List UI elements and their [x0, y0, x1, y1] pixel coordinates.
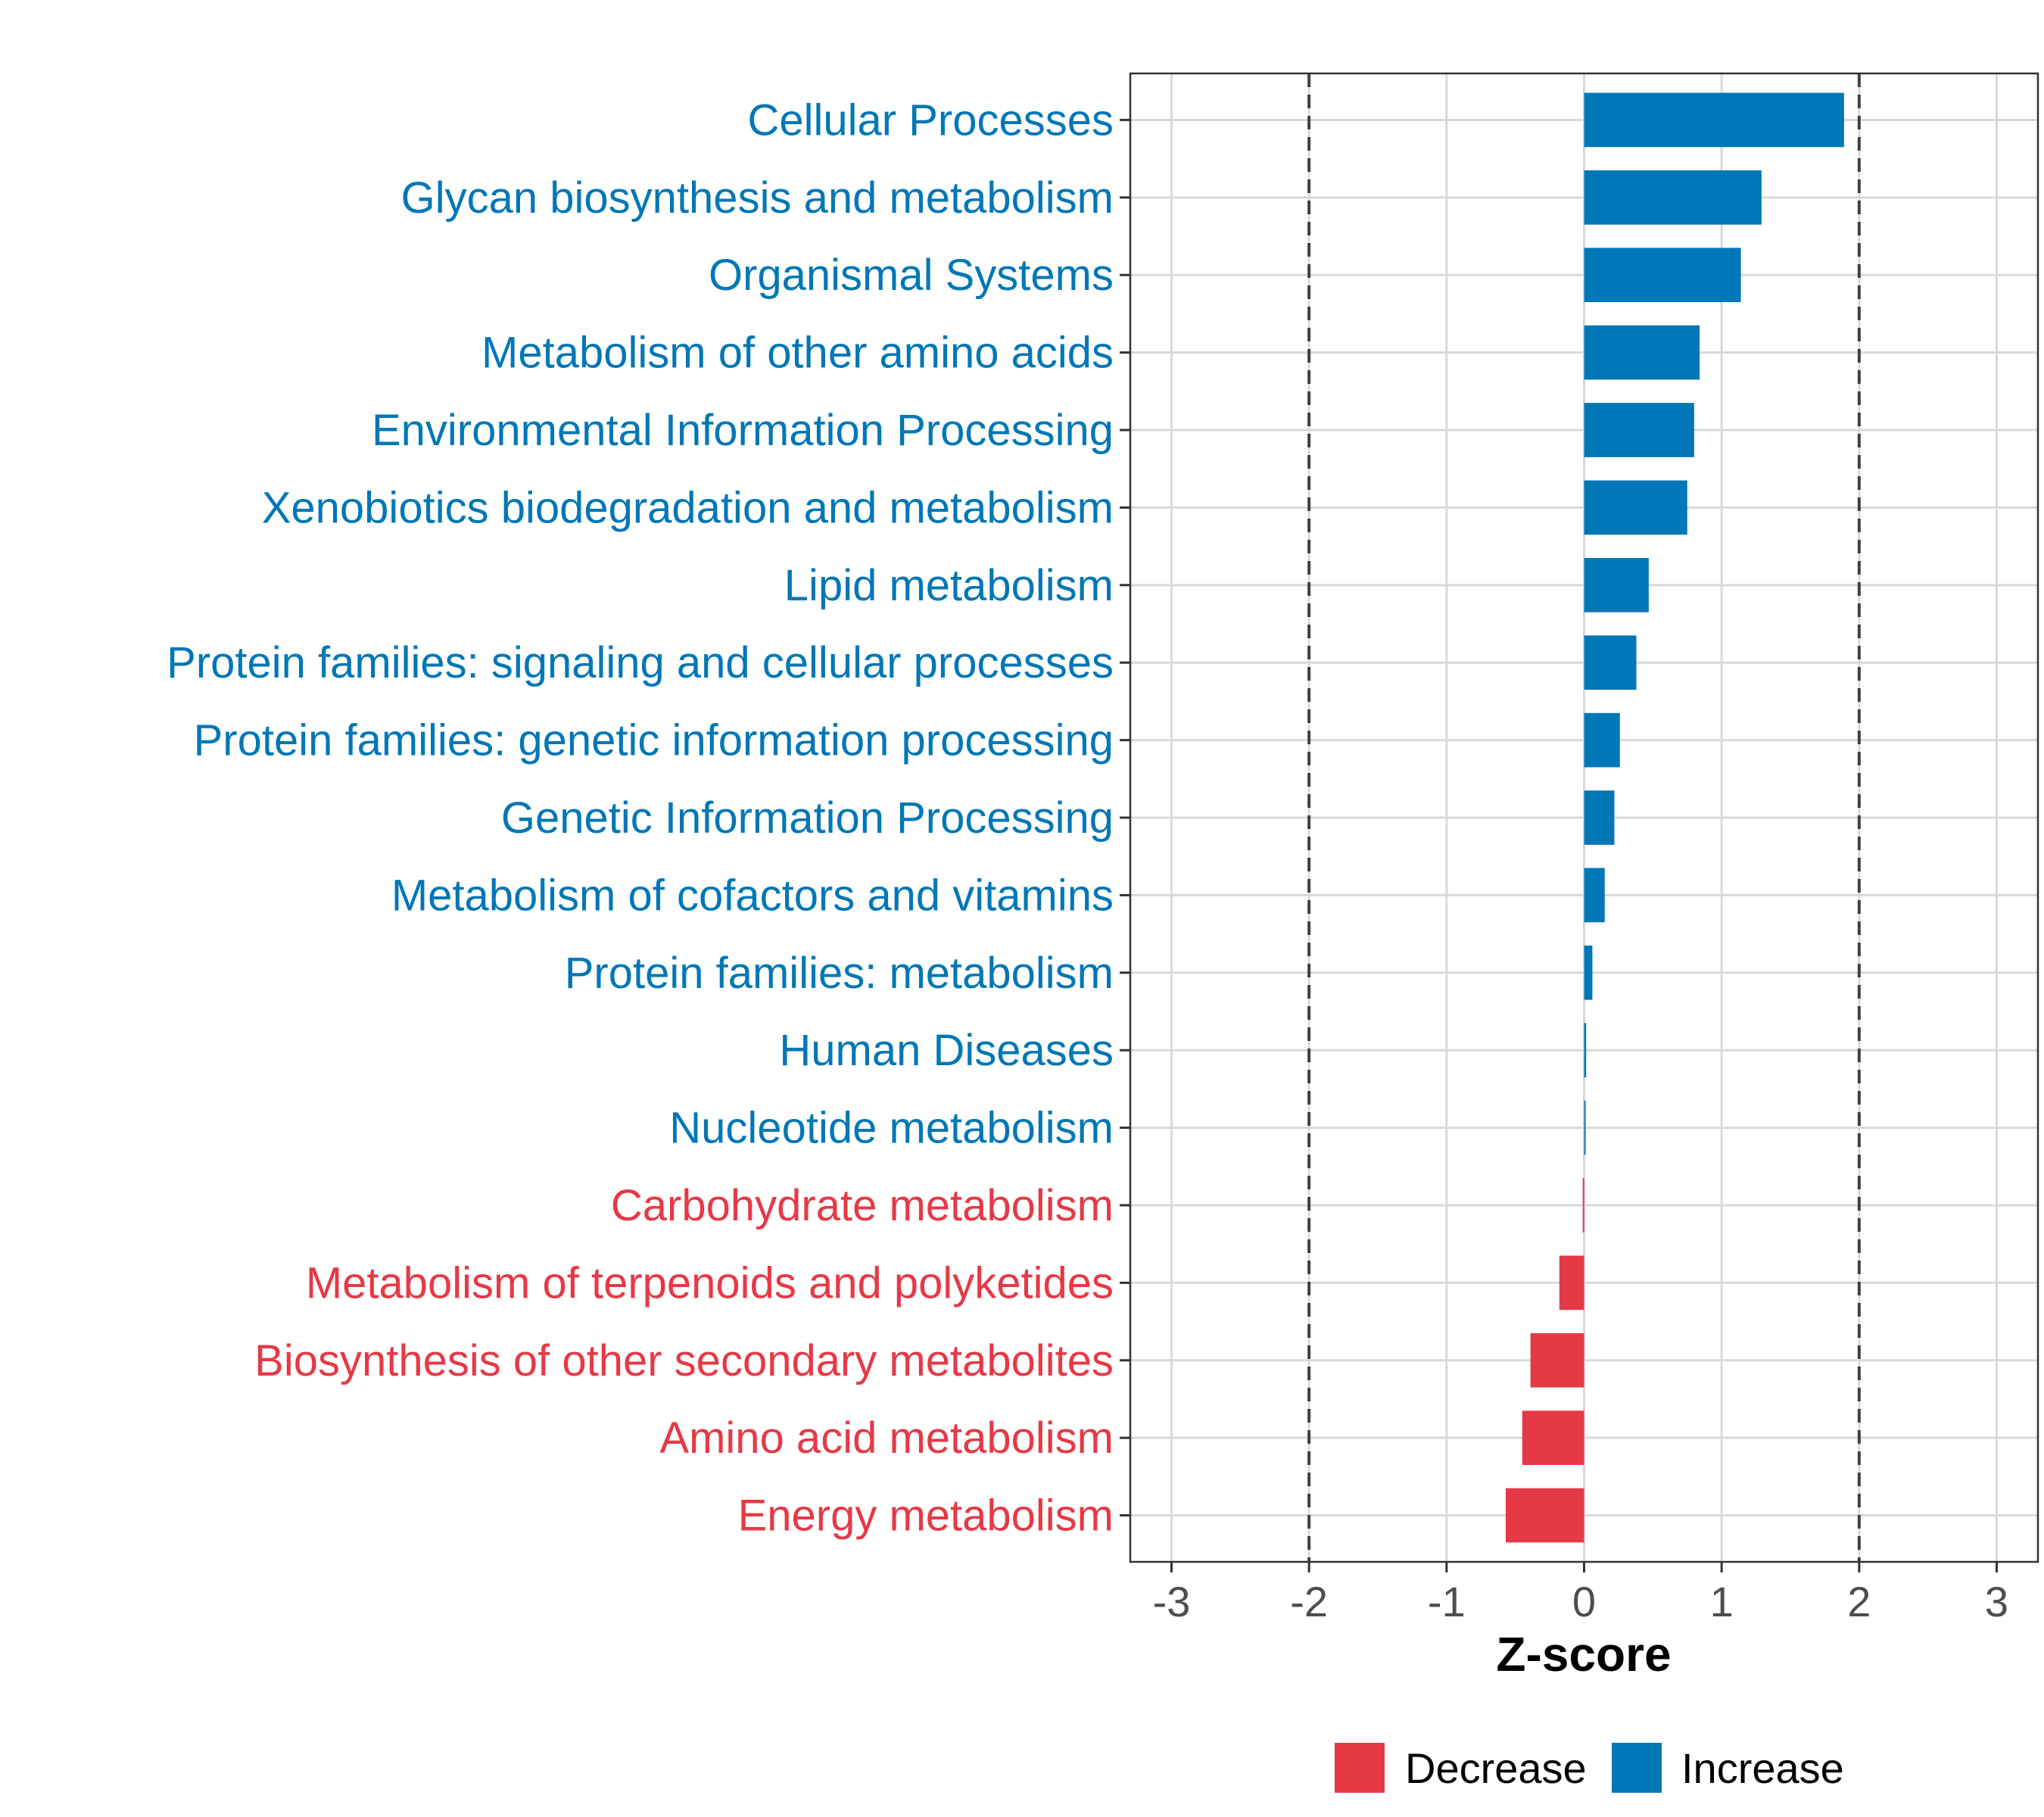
category-label: Protein families: signaling and cellular… — [167, 638, 1114, 687]
legend-label-increase: Increase — [1681, 1744, 1844, 1792]
category-label: Genetic Information Processing — [501, 793, 1114, 843]
category-label: Metabolism of terpenoids and polyketides — [306, 1258, 1114, 1307]
category-label: Cellular Processes — [747, 95, 1114, 145]
bar — [1584, 248, 1741, 303]
bar — [1584, 92, 1844, 148]
category-label: Energy metabolism — [738, 1491, 1114, 1541]
category-label: Nucleotide metabolism — [669, 1104, 1114, 1153]
category-label: Protein families: metabolism — [565, 949, 1114, 998]
bar — [1584, 712, 1620, 768]
bar — [1584, 868, 1605, 923]
category-label: Lipid metabolism — [784, 561, 1114, 610]
category-label: Metabolism of other amino acids — [481, 329, 1114, 378]
x-tick-label: -3 — [1153, 1578, 1191, 1625]
bar — [1584, 325, 1700, 380]
category-label: Protein families: genetic information pr… — [194, 716, 1114, 765]
category-label: Carbohydrate metabolism — [611, 1181, 1114, 1230]
x-tick-label: 2 — [1847, 1578, 1871, 1625]
x-tick-label: 1 — [1710, 1578, 1734, 1625]
bar — [1530, 1332, 1584, 1388]
category-label: Biosynthesis of other secondary metaboli… — [254, 1336, 1114, 1385]
x-tick-label: -1 — [1428, 1578, 1466, 1625]
legend: Decrease Increase — [1335, 1743, 1844, 1793]
legend-key-increase — [1612, 1743, 1662, 1793]
bar — [1505, 1488, 1584, 1543]
reference-lines — [1307, 73, 1861, 1562]
x-axis-title: Z-score — [1496, 1627, 1671, 1681]
category-label: Human Diseases — [779, 1026, 1114, 1075]
bars — [1505, 92, 1844, 1543]
bar — [1582, 1178, 1584, 1233]
category-label: Glycan biosynthesis and metabolism — [401, 173, 1114, 223]
y-axis-labels: Cellular Processes Glycan biosynthesis an… — [167, 95, 1114, 1540]
bar — [1584, 403, 1694, 457]
bar — [1584, 557, 1649, 612]
bar — [1559, 1255, 1584, 1311]
bar — [1584, 170, 1762, 225]
category-label: Metabolism of cofactors and vitamins — [391, 871, 1114, 920]
x-axis-labels: -3 -2 -1 0 1 2 3 — [1153, 1578, 2008, 1625]
category-label: Amino acid metabolism — [659, 1413, 1114, 1463]
x-tick-label: -2 — [1290, 1578, 1328, 1625]
bar — [1584, 790, 1615, 845]
bar — [1584, 1100, 1586, 1155]
bar — [1584, 480, 1687, 535]
x-tick-label: 3 — [1985, 1578, 2008, 1625]
legend-label-decrease: Decrease — [1405, 1744, 1587, 1792]
bar — [1584, 1023, 1587, 1078]
x-axis-ticks — [1170, 1562, 1998, 1572]
bar — [1584, 945, 1593, 1000]
category-label: Xenobiotics biodegradation and metabolis… — [262, 483, 1114, 532]
category-label: Organismal Systems — [709, 251, 1114, 300]
y-axis-ticks — [1120, 118, 1130, 1517]
x-tick-label: 0 — [1572, 1578, 1596, 1625]
category-label: Environmental Information Processing — [372, 406, 1114, 455]
bar — [1522, 1410, 1584, 1466]
bar — [1584, 635, 1637, 690]
legend-key-decrease — [1335, 1743, 1385, 1793]
